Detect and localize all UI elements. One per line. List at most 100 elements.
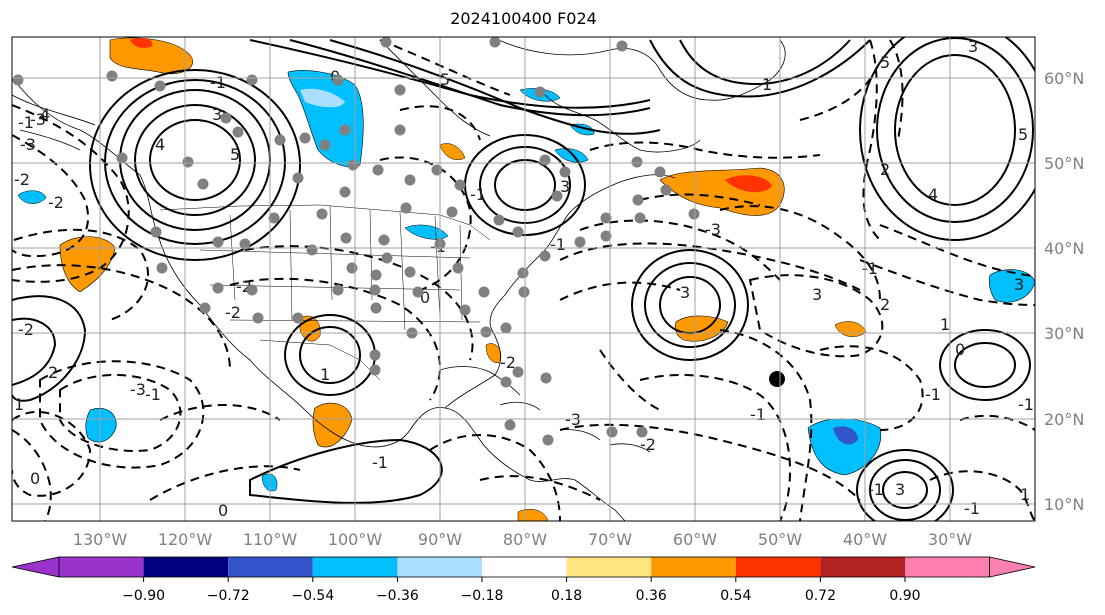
colorbar-swatch — [312, 557, 398, 577]
contour-label: 2 — [880, 295, 890, 314]
contour-label: 3 — [560, 177, 570, 196]
colorbar-extend-high — [989, 556, 1036, 578]
colorbar-tick-label: −0.36 — [376, 588, 419, 604]
contour-label: 4 — [928, 185, 938, 204]
contour-label: -3 — [705, 220, 721, 239]
lat-label: 20°N — [1044, 410, 1084, 429]
contour-label: 3 — [1014, 275, 1024, 294]
contour-label: -1 — [868, 480, 884, 499]
contour-label: -1 — [964, 499, 980, 518]
contour-label: -1 — [550, 235, 566, 254]
contour-label: 1 — [940, 315, 950, 334]
contour-label: -2 — [640, 435, 656, 454]
contour-label: -1 — [470, 185, 486, 204]
contour-label: 1 — [762, 75, 772, 94]
contour-label: -2 — [14, 170, 30, 189]
lat-label: 30°N — [1044, 324, 1084, 343]
contour-label: 3 — [895, 480, 905, 499]
contour-label: 5 — [880, 53, 890, 72]
colorbar-swatch — [735, 557, 821, 577]
contour-label: 5 — [1018, 125, 1028, 144]
contour-label: 0 — [30, 469, 40, 488]
lon-label: 60°W — [673, 530, 717, 549]
colorbar-tick-label: −0.72 — [207, 588, 250, 604]
colorbar-swatch — [228, 557, 313, 577]
colorbar-tick-label: 0.72 — [805, 588, 836, 604]
colorbar-swatch — [566, 557, 652, 577]
colorbar-tick-label: −0.18 — [461, 588, 504, 604]
contour-label: -1 — [145, 385, 161, 404]
lon-label: 30°W — [928, 530, 972, 549]
colorbar-swatch — [397, 557, 482, 577]
contour-label: 4 — [40, 105, 50, 124]
contour-labels: 5 3 4 3 2 5 4 3 1 3 1 2 0 1 3 2 1 5 -3 3… — [14, 37, 1034, 520]
colorbar: −0.90 −0.72 −0.54 −0.36 −0.18 0.18 0.36 … — [11, 556, 1036, 604]
buoy-marker — [769, 371, 785, 387]
colorbar-tick-label: 0.18 — [551, 588, 582, 604]
shaded-anomaly-regions — [17, 37, 1035, 521]
station-markers — [12, 37, 700, 446]
contour-label: -2 — [18, 320, 34, 339]
contour-label: 2 — [48, 363, 58, 382]
contour-label: -3 — [130, 380, 146, 399]
gridlines — [12, 37, 1035, 521]
lat-label: 50°N — [1044, 154, 1084, 173]
lon-label: 50°W — [758, 530, 802, 549]
contour-label: 1 — [320, 365, 330, 384]
lon-label: 130°W — [73, 530, 128, 549]
colorbar-swatch — [820, 557, 905, 577]
colorbar-tick-label: −0.54 — [291, 588, 334, 604]
contour-label: 3 — [812, 285, 822, 304]
colorbar-extend-low — [11, 556, 60, 578]
contour-label: -2 — [500, 353, 516, 372]
contour-label: -2 — [225, 303, 241, 322]
lat-label: 10°N — [1044, 495, 1084, 514]
lon-label: 40°W — [843, 530, 887, 549]
contour-label: 4 — [155, 135, 165, 154]
lat-label: 40°N — [1044, 239, 1084, 258]
contour-label: -3 — [30, 110, 46, 129]
colorbar-tick-label: −0.90 — [122, 588, 165, 604]
colorbar-tick-label: 0.54 — [720, 588, 751, 604]
contour-label: 0 — [218, 501, 228, 520]
contour-label: 0 — [955, 340, 965, 359]
contour-label: -1 — [925, 385, 941, 404]
map-frame — [11, 36, 1036, 522]
colorbar-swatch — [482, 557, 567, 577]
contour-label: -1 — [372, 453, 388, 472]
contour-label: -1 — [750, 405, 766, 424]
lon-label: 70°W — [588, 530, 632, 549]
lon-label: 90°W — [418, 530, 462, 549]
contour-label: 0 — [420, 288, 430, 307]
contours-negative — [12, 39, 1035, 521]
contour-label: 3 — [680, 283, 690, 302]
contour-label: 2 — [880, 160, 890, 179]
contour-label: 5 — [230, 145, 240, 164]
contour-label: 3 — [212, 105, 222, 124]
lat-label: 60°N — [1044, 69, 1084, 88]
contour-label: -1 — [1018, 395, 1034, 414]
colorbar-swatch — [59, 557, 144, 577]
map-title: 2024100400 F024 — [450, 9, 597, 28]
lon-label: 110°W — [243, 530, 298, 549]
contour-label: -1 — [18, 113, 34, 132]
colorbar-tick-label: 0.36 — [636, 588, 667, 604]
lon-label: 80°W — [503, 530, 547, 549]
contour-label: -1 — [862, 259, 878, 278]
lon-label: 120°W — [158, 530, 213, 549]
colorbar-swatch — [905, 557, 990, 577]
colorbar-swatch — [143, 557, 229, 577]
contour-label: -1 — [210, 73, 226, 92]
colorbar-tick-label: 0.90 — [889, 588, 920, 604]
longitude-labels: 130°W 120°W 110°W 100°W 90°W 80°W 70°W 6… — [73, 530, 972, 549]
contour-label: 3 — [968, 37, 978, 56]
contour-label: -3 — [20, 135, 36, 154]
lon-label: 100°W — [328, 530, 383, 549]
contour-label: 1 — [14, 395, 24, 414]
contour-label: -2 — [48, 193, 64, 212]
contour-label: 1 — [1020, 485, 1030, 504]
colorbar-swatch — [651, 557, 736, 577]
latitude-labels: 60°N 50°N 40°N 30°N 20°N 10°N — [1044, 69, 1084, 514]
contour-label: 5 — [440, 70, 450, 89]
